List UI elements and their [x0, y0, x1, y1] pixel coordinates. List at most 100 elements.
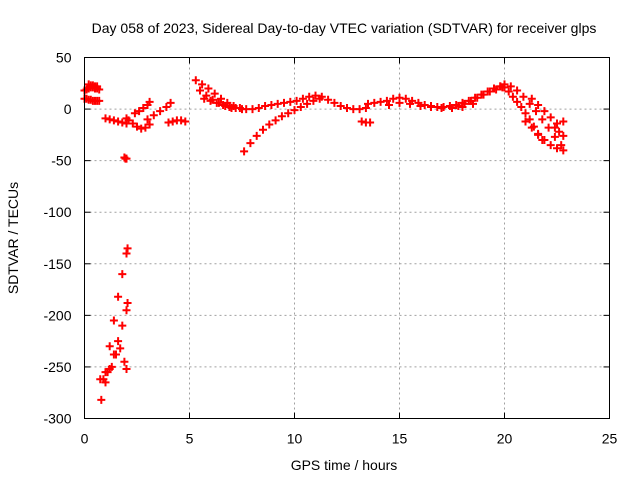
x-axis-label: GPS time / hours: [291, 457, 398, 473]
data-point: [361, 104, 370, 113]
data-point: [286, 97, 295, 106]
data-point: [538, 115, 547, 124]
data-point: [267, 100, 276, 109]
data-point: [389, 94, 398, 103]
data-point: [204, 84, 213, 93]
y-tick-label: -50: [51, 153, 71, 169]
data-point: [168, 117, 177, 126]
data-point: [504, 87, 513, 96]
data-point: [284, 109, 293, 118]
data-point: [122, 306, 131, 315]
series-arc-g: [130, 97, 154, 118]
data-point: [130, 109, 139, 118]
data-point: [156, 107, 165, 116]
data-point: [181, 117, 190, 126]
data-point: [473, 93, 482, 102]
marks-layer: [80, 76, 568, 404]
data-point: [254, 104, 263, 113]
data-point: [376, 97, 385, 106]
data-point: [521, 117, 530, 126]
data-point: [506, 82, 515, 91]
data-point: [137, 124, 146, 133]
y-tick-label: -200: [43, 307, 71, 323]
series-arc-b: [80, 94, 104, 105]
data-point: [517, 103, 526, 112]
data-point: [343, 104, 351, 113]
data-point: [123, 244, 132, 253]
data-point: [406, 99, 414, 108]
x-tick-label: 5: [186, 431, 194, 447]
data-point: [109, 316, 118, 325]
data-point: [519, 92, 528, 101]
data-point: [454, 101, 463, 110]
y-tick-label: 0: [64, 101, 72, 117]
data-point: [124, 116, 133, 125]
data-point: [513, 86, 522, 95]
data-point: [534, 130, 543, 139]
data-point: [210, 89, 219, 98]
data-point: [370, 98, 379, 107]
data-point: [122, 154, 131, 163]
data-point: [206, 96, 215, 105]
data-point: [553, 144, 561, 153]
data-point: [525, 99, 534, 108]
x-tick-label: 10: [287, 431, 303, 447]
series-arc-k: [96, 344, 131, 384]
data-point: [196, 86, 204, 95]
data-point: [496, 82, 505, 91]
data-point: [101, 378, 110, 387]
data-point: [466, 96, 475, 105]
data-point: [553, 119, 561, 128]
data-point: [261, 101, 270, 110]
data-point: [114, 292, 123, 301]
series-arc-x: [527, 94, 568, 128]
data-point: [123, 298, 132, 307]
data-point: [246, 139, 255, 148]
data-point: [324, 95, 333, 104]
data-point: [525, 115, 534, 124]
data-point: [238, 105, 246, 114]
data-point: [219, 100, 228, 109]
series-arc-f: [122, 114, 154, 133]
data-point: [355, 105, 364, 114]
data-point: [492, 85, 501, 94]
data-point: [101, 114, 110, 123]
data-point: [141, 123, 150, 132]
x-tick-label: 0: [81, 431, 89, 447]
data-point: [385, 100, 393, 109]
data-point: [559, 146, 568, 155]
y-tick-label: -150: [43, 256, 71, 272]
data-point: [550, 123, 559, 132]
series-arc-y: [550, 123, 568, 140]
data-point: [532, 107, 540, 116]
data-point: [298, 94, 307, 103]
series-arc-h: [143, 98, 175, 124]
data-point: [420, 100, 429, 109]
data-point: [427, 103, 435, 112]
data-point: [252, 131, 261, 140]
x-tick-label: 15: [392, 431, 408, 447]
series-arc-c: [84, 80, 102, 91]
data-point: [479, 90, 488, 99]
data-point: [225, 103, 234, 112]
data-point: [357, 117, 366, 126]
data-point: [198, 80, 207, 89]
data-point: [231, 104, 240, 113]
data-point: [311, 91, 320, 100]
data-point: [557, 141, 566, 150]
data-point: [336, 101, 345, 110]
data-point: [118, 118, 127, 127]
data-point: [416, 101, 425, 110]
series-arc-v: [500, 80, 566, 150]
data-point: [309, 96, 318, 105]
data-point: [164, 118, 173, 127]
data-point: [240, 147, 249, 156]
data-point: [118, 321, 127, 330]
data-point: [95, 96, 104, 105]
data-point: [145, 97, 154, 106]
plot-frame: [84, 57, 610, 419]
data-point: [162, 103, 171, 112]
data-point: [550, 132, 559, 141]
